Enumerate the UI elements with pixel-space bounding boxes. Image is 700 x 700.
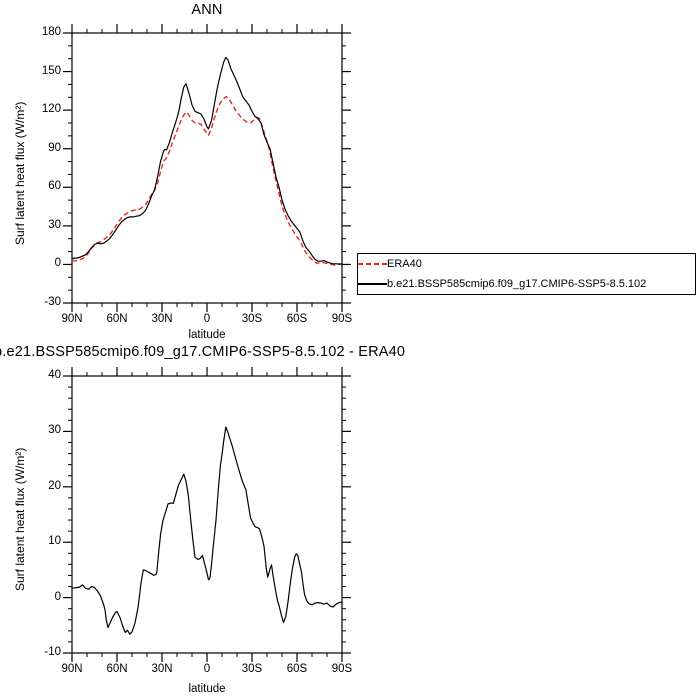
bottom-y-axis-label: Surf latent heat flux (W/m²): [13, 447, 27, 591]
x-tick-label: 90N: [61, 663, 83, 675]
x-tick-label: 30N: [151, 663, 173, 675]
legend-label-era40: ERA40: [387, 258, 422, 270]
y-tick-label: 180: [41, 26, 61, 38]
x-tick-label: 0: [203, 663, 211, 675]
x-tick-label: 60S: [286, 663, 308, 675]
y-tick-label: 30: [48, 218, 61, 231]
plot-border: [71, 375, 343, 654]
series-line-b-e21-bssp585cmip6-f09-g17-cmip6-ssp5-8-5-102: [71, 56, 343, 265]
y-tick-label: 10: [48, 535, 61, 548]
model-solid-line-sample: [358, 283, 387, 285]
y-tick-label: 120: [41, 103, 61, 116]
y-tick-label: 0: [54, 257, 61, 270]
y-tick-label: 90: [48, 141, 61, 154]
x-tick-label: 90S: [331, 663, 353, 675]
top-x-axis-label: latitude: [188, 329, 226, 341]
x-tick-label: 90S: [331, 313, 353, 325]
y-tick-label: 150: [41, 64, 61, 77]
y-tick-label: 30: [48, 424, 61, 437]
legend-label-model: b.e21.BSSP585cmip6.f09_g17.CMIP6-SSP5-8.…: [387, 278, 647, 290]
x-tick-label: 60S: [286, 313, 308, 325]
y-tick-label: -10: [44, 646, 61, 658]
y-tick-label: -30: [44, 296, 61, 308]
y-tick-label: 0: [54, 590, 61, 603]
top-panel-title: ANN: [191, 2, 223, 18]
bottom-x-axis-label: latitude: [188, 683, 226, 695]
x-tick-label: 30S: [241, 663, 263, 675]
y-tick-label: 60: [48, 180, 61, 193]
legend-box: ERA40 b.e21.BSSP585cmip6.f09_g17.CMIP6-S…: [357, 253, 696, 295]
legend-entry-model: b.e21.BSSP585cmip6.f09_g17.CMIP6-SSP5-8.…: [358, 276, 695, 292]
series-line-era40: [71, 95, 342, 266]
x-tick-label: 60N: [106, 663, 128, 675]
y-tick-label: 40: [48, 369, 61, 381]
bottom-panel-title: b.e21.BSSP585cmip6.f09_g17.CMIP6-SSP5-8.…: [0, 344, 406, 360]
series-line-difference: [71, 426, 343, 635]
x-tick-label: 30S: [241, 313, 263, 325]
x-tick-label: 60N: [106, 313, 128, 325]
y-tick-label: 20: [48, 479, 61, 492]
x-tick-label: 90N: [61, 313, 83, 325]
x-tick-label: 0: [203, 313, 211, 325]
legend-entry-era40: ERA40: [358, 256, 695, 272]
plot-border: [71, 32, 343, 304]
era40-dashed-line-sample: [358, 263, 387, 265]
x-tick-label: 30N: [151, 313, 173, 325]
